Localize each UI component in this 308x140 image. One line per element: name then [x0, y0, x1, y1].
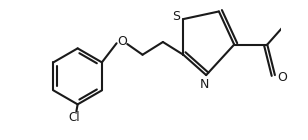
Text: Cl: Cl: [69, 111, 80, 124]
Text: O: O: [117, 36, 127, 48]
Text: O: O: [277, 71, 287, 84]
Text: N: N: [200, 78, 210, 90]
Text: S: S: [172, 10, 180, 23]
